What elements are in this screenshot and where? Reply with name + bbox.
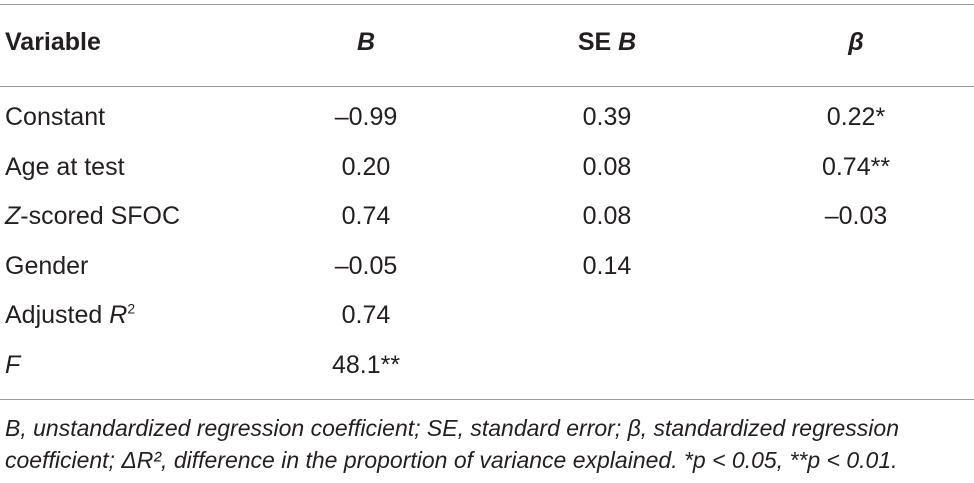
- header-se-b-prefix: SE: [577, 28, 619, 56]
- cell-variable-text: -scored SFOC: [20, 202, 181, 230]
- cell-se-b: [537, 341, 677, 390]
- top-rule: [0, 4, 974, 5]
- table-row: Age at test 0.20 0.08 0.74**: [0, 143, 974, 192]
- cell-b: 0.20: [341, 152, 391, 181]
- cell-variable-text: Age at test: [5, 152, 125, 181]
- footnote-line-1: B, unstandardized regression coefficient…: [5, 415, 900, 441]
- cell-se-b: 0.39: [582, 103, 632, 131]
- table-row: Constant –0.99 0.39 0.22*: [0, 93, 974, 142]
- table-row: F 48.1**: [0, 341, 974, 390]
- cell-variable-text: Gender: [5, 251, 89, 280]
- cell-variable: Gender: [5, 242, 88, 291]
- cell-variable: Constant: [5, 93, 105, 142]
- cell-beta: [786, 242, 926, 291]
- cell-beta: [786, 341, 926, 390]
- cell-se-b: 0.08: [582, 152, 632, 181]
- footnote-line-2: coefficient; ΔR², difference in the prop…: [5, 447, 898, 473]
- cell-variable-italic-after: R: [109, 301, 128, 329]
- cell-b: –0.05: [334, 251, 398, 280]
- cell-b: 48.1**: [331, 350, 401, 379]
- cell-variable-italic: F: [5, 350, 21, 379]
- cell-beta: 0.74**: [821, 152, 891, 181]
- cell-variable: F: [5, 341, 20, 390]
- cell-variable-italic: Z: [5, 202, 21, 230]
- cell-beta: –0.03: [824, 202, 888, 230]
- cell-b: 0.74: [341, 202, 391, 230]
- cell-variable-text: Adjusted: [5, 301, 110, 329]
- table-row: Z-scored SFOC 0.74 0.08 –0.03: [0, 192, 974, 241]
- header-rule: [0, 86, 974, 87]
- header-variable: Variable: [5, 28, 101, 56]
- cell-variable: Adjusted R2: [5, 291, 135, 340]
- cell-b: –0.99: [334, 103, 398, 131]
- cell-se-b: 0.08: [582, 202, 632, 230]
- cell-se-b: 0.14: [582, 251, 632, 280]
- table-footnote: B, unstandardized regression coefficient…: [5, 412, 969, 476]
- table-header-row: Variable B SE B β: [0, 18, 974, 67]
- cell-beta: 0.22*: [826, 103, 886, 131]
- header-b: B: [356, 28, 376, 56]
- cell-variable-text: Constant: [5, 103, 106, 131]
- cell-beta: [786, 291, 926, 340]
- cell-variable-superscript: 2: [127, 300, 136, 317]
- cell-b: 0.74: [341, 301, 391, 329]
- cell-variable: Z-scored SFOC: [5, 192, 180, 241]
- cell-variable: Age at test: [5, 143, 125, 192]
- bottom-rule: [0, 399, 974, 400]
- header-se-b-italic: B: [618, 28, 637, 56]
- header-se-b: SE B: [537, 18, 677, 67]
- table-row: Adjusted R2 0.74: [0, 291, 974, 340]
- table-row: Gender –0.05 0.14: [0, 242, 974, 291]
- header-beta: β: [848, 28, 864, 56]
- cell-se-b: [537, 291, 677, 340]
